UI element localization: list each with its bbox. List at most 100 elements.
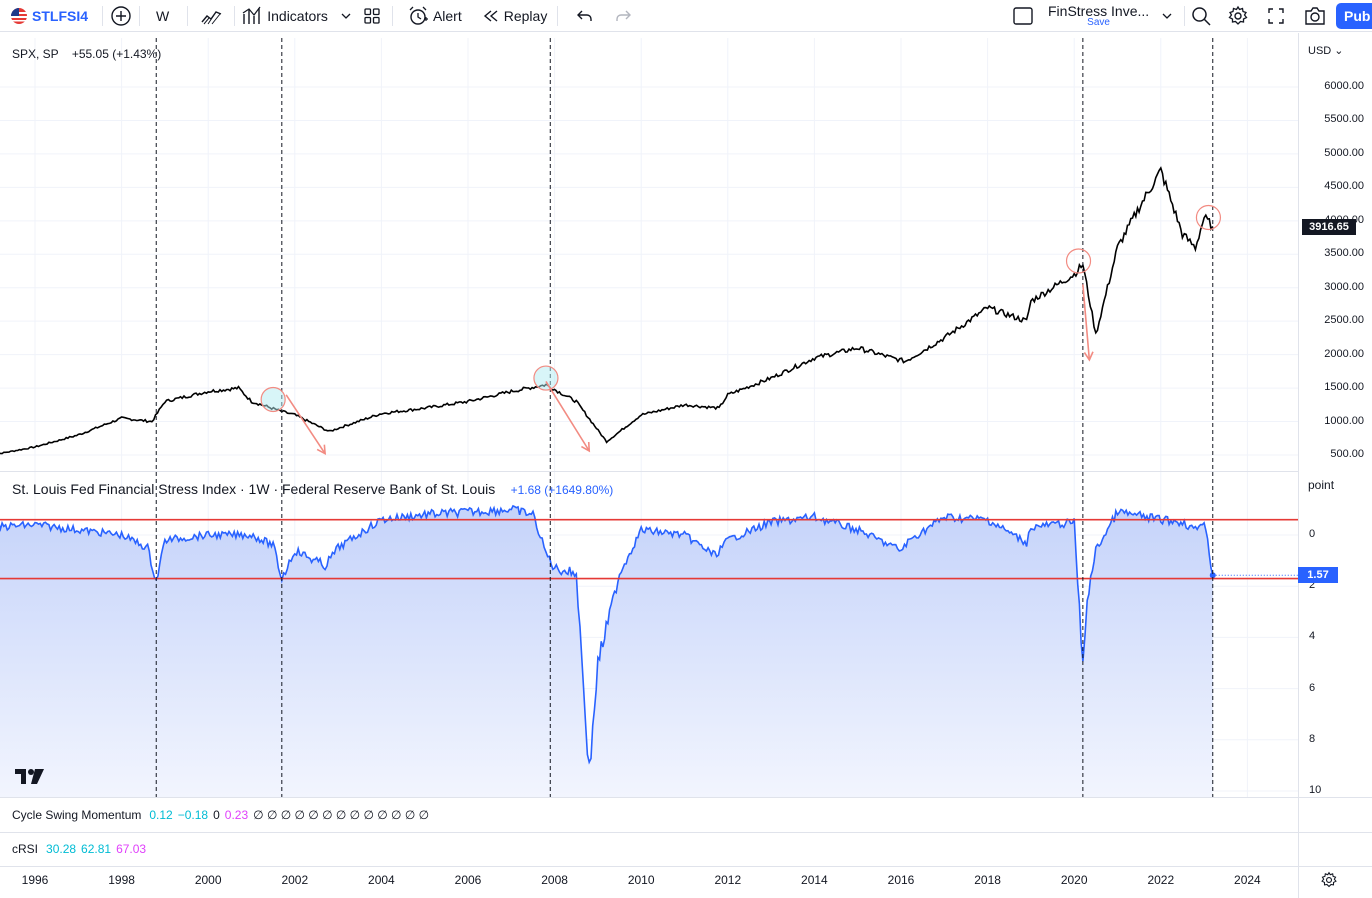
peak-circle-annotation xyxy=(533,365,559,391)
time-axis-label: 2012 xyxy=(714,873,742,887)
divider xyxy=(391,5,393,26)
interval-button[interactable]: W xyxy=(156,7,170,24)
search-icon xyxy=(1190,5,1212,27)
divider xyxy=(102,5,104,26)
undo-icon xyxy=(576,7,594,25)
peak-circle-annotation xyxy=(1065,248,1092,274)
stress-legend-change: +1.68 (+1649.80%) xyxy=(510,483,614,497)
down-arrow-annotation xyxy=(1082,284,1091,361)
layout-name-block: FinStress Inve... Save xyxy=(1048,4,1149,28)
undo-button[interactable] xyxy=(576,0,594,32)
indicator-legend-row[interactable]: Cycle Swing Momentum 0.12 −0.18 0 0.23 ∅ ∅ ∅ … xyxy=(12,808,434,822)
arrow-head xyxy=(581,441,591,453)
chevron-down-icon xyxy=(340,10,352,22)
search-button[interactable] xyxy=(1190,0,1212,32)
annotation-layer xyxy=(0,38,1298,797)
divider xyxy=(139,5,141,26)
time-axis-label: 2022 xyxy=(1147,873,1175,887)
price-scale-label: 5000.00 xyxy=(1324,146,1364,159)
grid-layout-icon xyxy=(362,6,382,26)
stress-unit-label: point xyxy=(1308,478,1335,492)
compare-button[interactable] xyxy=(109,0,133,32)
indicators-icon xyxy=(241,5,263,27)
stress-scale-label: 10 xyxy=(1309,784,1322,796)
indicator-name: Cycle Swing Momentum xyxy=(12,808,142,822)
indicator-value: 0.23 xyxy=(224,808,249,822)
stress-scale-label: 8 xyxy=(1309,732,1316,745)
stress-area-layer xyxy=(0,505,1213,797)
layout-select-button[interactable]: FinStress Inve... Save xyxy=(1012,0,1173,32)
indicators-button[interactable]: Indicators xyxy=(241,0,328,32)
price-scale-label: 3500.00 xyxy=(1324,247,1364,260)
indicators-label: Indicators xyxy=(267,7,328,24)
layouts-button[interactable] xyxy=(362,0,382,32)
chart-style-button[interactable] xyxy=(198,0,226,32)
pane-separator[interactable] xyxy=(0,866,1372,867)
time-axis-label: 2006 xyxy=(454,873,482,887)
last-stress-tag: 1.57 xyxy=(1298,567,1338,583)
price-scale-label: 1500.00 xyxy=(1324,381,1364,394)
redo-icon xyxy=(614,7,632,25)
indicator-legend-row[interactable]: cRSI 30.28 62.81 67.03 xyxy=(12,842,151,856)
price-scale-label: 6000.00 xyxy=(1324,80,1364,92)
pane-separator[interactable] xyxy=(0,797,1372,798)
alarm-clock-icon xyxy=(407,5,429,27)
top-toolbar: STLFSI4 W Indicators Alert xyxy=(0,0,1372,32)
add-circle-icon xyxy=(109,4,133,28)
replay-button[interactable]: Replay xyxy=(482,0,547,32)
arrow-head xyxy=(1083,351,1094,362)
time-axis-label: 2010 xyxy=(627,873,655,887)
indicator-value: 62.81 xyxy=(81,842,112,856)
us-flag-icon xyxy=(10,7,28,25)
snapshot-button[interactable] xyxy=(1303,0,1327,32)
peak-circle-annotation xyxy=(1195,204,1222,231)
indicator-templates-button[interactable] xyxy=(340,0,352,32)
settings-button[interactable] xyxy=(1227,0,1249,32)
divider xyxy=(1184,5,1185,26)
gear-icon xyxy=(1320,871,1338,893)
symbol-label: STLFSI4 xyxy=(32,7,89,24)
time-axis-label: 2016 xyxy=(887,873,915,887)
chevron-down-icon xyxy=(1161,10,1173,22)
stress-scale-label: 6 xyxy=(1309,681,1316,694)
price-scale-label: 2000.00 xyxy=(1324,347,1364,360)
price-scale-label: 3000.00 xyxy=(1324,280,1364,293)
stress-scale-label: 4 xyxy=(1309,630,1316,643)
divider xyxy=(187,5,189,26)
time-axis-label: 2024 xyxy=(1234,873,1261,887)
time-axis-label: 2014 xyxy=(801,873,828,887)
fullscreen-button[interactable] xyxy=(1266,0,1286,32)
redo-button[interactable] xyxy=(614,0,632,32)
indicator-value: −0.18 xyxy=(177,808,209,822)
peak-circle-annotation xyxy=(260,386,286,413)
price-scale-label: 2500.00 xyxy=(1324,314,1364,327)
legend-change: +55.05 (+1.43%) xyxy=(71,47,162,61)
stress-area-fill xyxy=(0,505,1213,797)
stress-index-line xyxy=(0,504,1214,765)
indicator-value: 67.03 xyxy=(116,842,147,856)
legend-symbol: SPX, SP xyxy=(12,47,59,61)
stress-legend-title: St. Louis Fed Financial Stress Index · 1… xyxy=(12,481,496,497)
symbol-search-button[interactable]: STLFSI4 xyxy=(10,0,88,32)
pane-separator[interactable] xyxy=(0,832,1372,833)
indicator-value: ∅ ∅ ∅ ∅ ∅ ∅ ∅ ∅ ∅ ∅ ∅ ∅ ∅ xyxy=(253,808,430,822)
price-scale-label: 4500.00 xyxy=(1324,180,1364,193)
rewind-icon xyxy=(482,7,500,25)
currency-button[interactable]: USD ⌄ xyxy=(1308,44,1344,57)
layout-save-status: Save xyxy=(1087,16,1110,28)
pane-separator[interactable] xyxy=(0,471,1298,472)
divider xyxy=(557,5,559,26)
last-price-tag: 3916.65 xyxy=(1302,219,1356,235)
main-legend[interactable]: SPX, SP +55.05 (+1.43%) xyxy=(12,47,161,61)
stress-legend[interactable]: St. Louis Fed Financial Stress Index · 1… xyxy=(12,481,613,497)
chevron-down-icon: ⌄ xyxy=(1334,45,1344,57)
tradingview-logo[interactable] xyxy=(14,767,46,790)
chart-settings-button[interactable] xyxy=(1320,871,1338,894)
divider xyxy=(234,5,236,26)
time-axis-label: 2020 xyxy=(1060,873,1088,887)
publish-button[interactable]: Pub xyxy=(1336,3,1372,29)
camera-icon xyxy=(1303,5,1327,27)
alert-button[interactable]: Alert xyxy=(407,0,462,32)
time-axis-label: 2002 xyxy=(281,873,309,887)
